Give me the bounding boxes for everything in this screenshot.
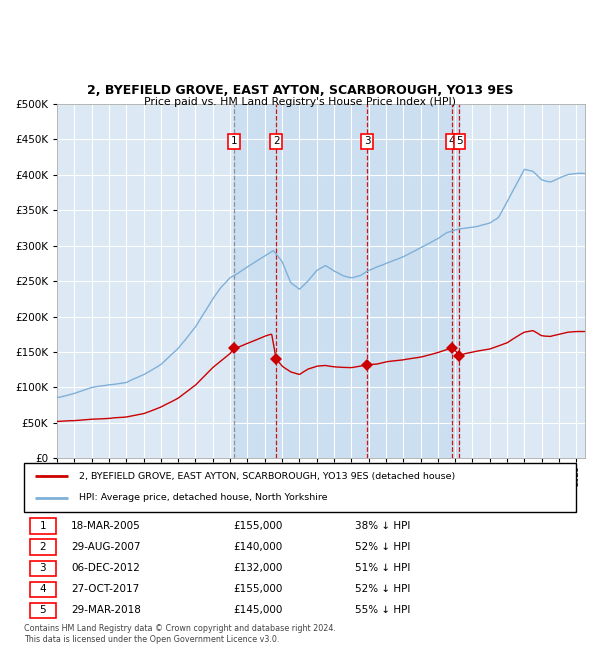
Bar [29, 603, 56, 618]
Bar [29, 560, 56, 576]
Text: 4: 4 [449, 136, 455, 146]
Text: 1: 1 [40, 521, 46, 531]
Text: 1: 1 [230, 136, 237, 146]
Text: 2: 2 [273, 136, 280, 146]
Text: 52% ↓ HPI: 52% ↓ HPI [355, 584, 410, 594]
Text: 38% ↓ HPI: 38% ↓ HPI [355, 521, 410, 531]
Bar [29, 582, 56, 597]
Text: 2, BYEFIELD GROVE, EAST AYTON, SCARBOROUGH, YO13 9ES: 2, BYEFIELD GROVE, EAST AYTON, SCARBOROU… [87, 84, 513, 98]
Bar [234, 104, 460, 458]
Text: £145,000: £145,000 [234, 605, 283, 615]
Text: £132,000: £132,000 [234, 563, 283, 573]
Text: 2, BYEFIELD GROVE, EAST AYTON, SCARBOROUGH, YO13 9ES (detached house): 2, BYEFIELD GROVE, EAST AYTON, SCARBOROU… [79, 472, 455, 481]
Text: Contains HM Land Registry data © Crown copyright and database right 2024.: Contains HM Land Registry data © Crown c… [24, 624, 336, 633]
Text: 29-MAR-2018: 29-MAR-2018 [71, 605, 141, 615]
Text: 3: 3 [40, 563, 46, 573]
Text: 2: 2 [40, 542, 46, 552]
Text: 5: 5 [456, 136, 463, 146]
Text: 55% ↓ HPI: 55% ↓ HPI [355, 605, 410, 615]
Text: 06-DEC-2012: 06-DEC-2012 [71, 563, 140, 573]
Bar [29, 519, 56, 534]
Text: £155,000: £155,000 [234, 584, 283, 594]
Text: 3: 3 [364, 136, 371, 146]
Text: 29-AUG-2007: 29-AUG-2007 [71, 542, 140, 552]
Text: £155,000: £155,000 [234, 521, 283, 531]
Text: 5: 5 [40, 605, 46, 615]
Text: HPI: Average price, detached house, North Yorkshire: HPI: Average price, detached house, Nort… [79, 493, 328, 502]
Text: 27-OCT-2017: 27-OCT-2017 [71, 584, 139, 594]
Text: This data is licensed under the Open Government Licence v3.0.: This data is licensed under the Open Gov… [24, 634, 280, 644]
Text: 18-MAR-2005: 18-MAR-2005 [71, 521, 140, 531]
Text: £140,000: £140,000 [234, 542, 283, 552]
Text: Price paid vs. HM Land Registry's House Price Index (HPI): Price paid vs. HM Land Registry's House … [144, 97, 456, 107]
Text: 51% ↓ HPI: 51% ↓ HPI [355, 563, 410, 573]
Bar [29, 540, 56, 554]
Text: 4: 4 [40, 584, 46, 594]
Text: 52% ↓ HPI: 52% ↓ HPI [355, 542, 410, 552]
